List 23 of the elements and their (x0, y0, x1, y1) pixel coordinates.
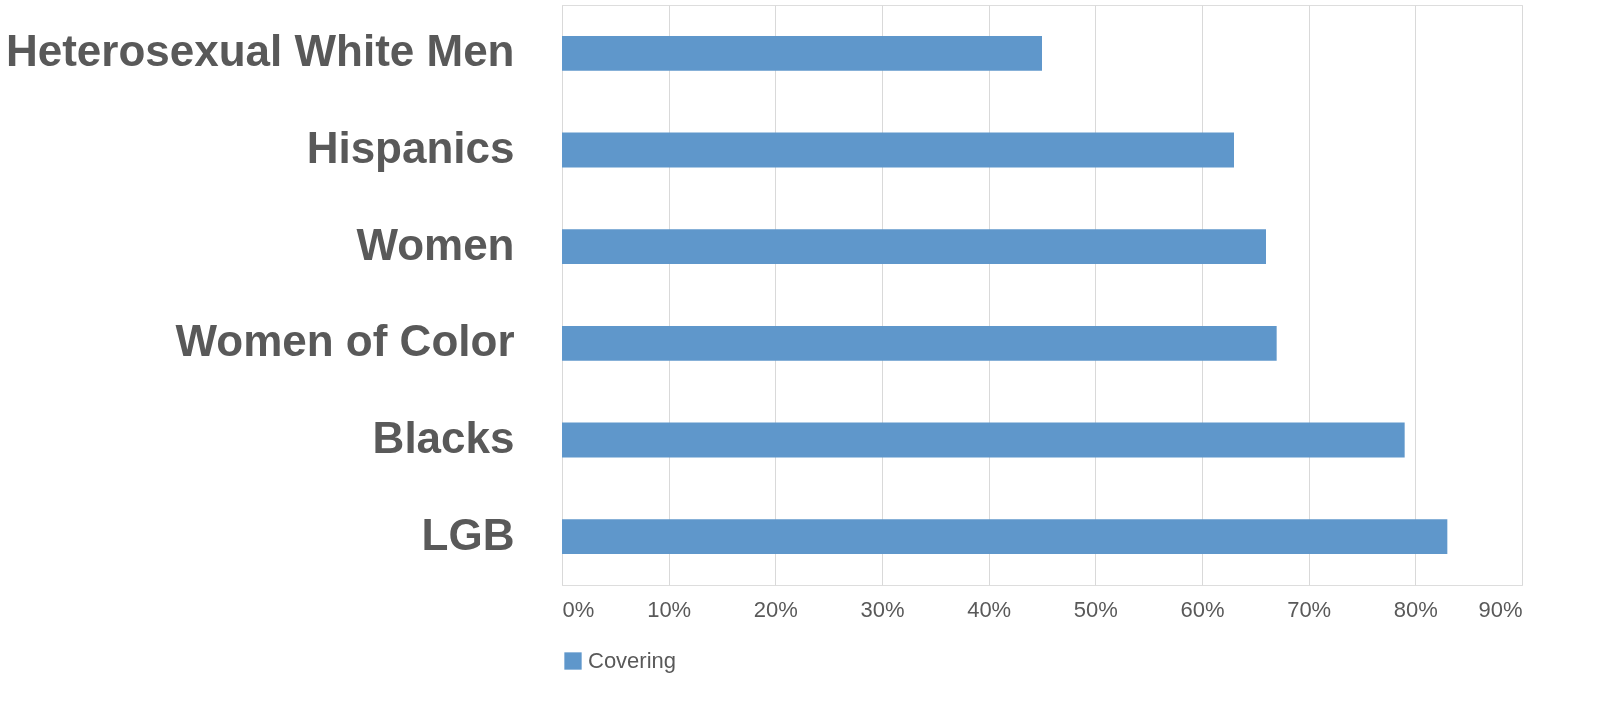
x-tick-label: 40% (967, 596, 1012, 622)
y-tick-label: Women (356, 219, 515, 269)
bar (562, 229, 1266, 265)
y-tick-label: LGB (421, 509, 515, 559)
bar (562, 519, 1448, 555)
x-tick-label: 60% (1180, 596, 1225, 622)
y-tick-label: Heterosexual White Men (5, 26, 515, 76)
x-tick-label: 0% (562, 596, 595, 622)
x-tick-label: 90% (1478, 596, 1523, 622)
legend-label: Covering (588, 648, 677, 673)
x-tick-label: 10% (647, 596, 692, 622)
bar (562, 132, 1234, 168)
bar (562, 325, 1277, 361)
x-tick-label: 30% (860, 596, 905, 622)
x-tick-label: 80% (1393, 596, 1438, 622)
bar (562, 35, 1042, 71)
x-tick-label: 20% (753, 596, 798, 622)
x-tick-label: 50% (1073, 596, 1118, 622)
x-tick-label: 70% (1287, 596, 1332, 622)
y-tick-label: Women of Color (175, 316, 515, 366)
y-tick-label: Blacks (372, 413, 515, 462)
y-tick-label: Hispanics (306, 123, 515, 172)
bar (562, 422, 1405, 458)
